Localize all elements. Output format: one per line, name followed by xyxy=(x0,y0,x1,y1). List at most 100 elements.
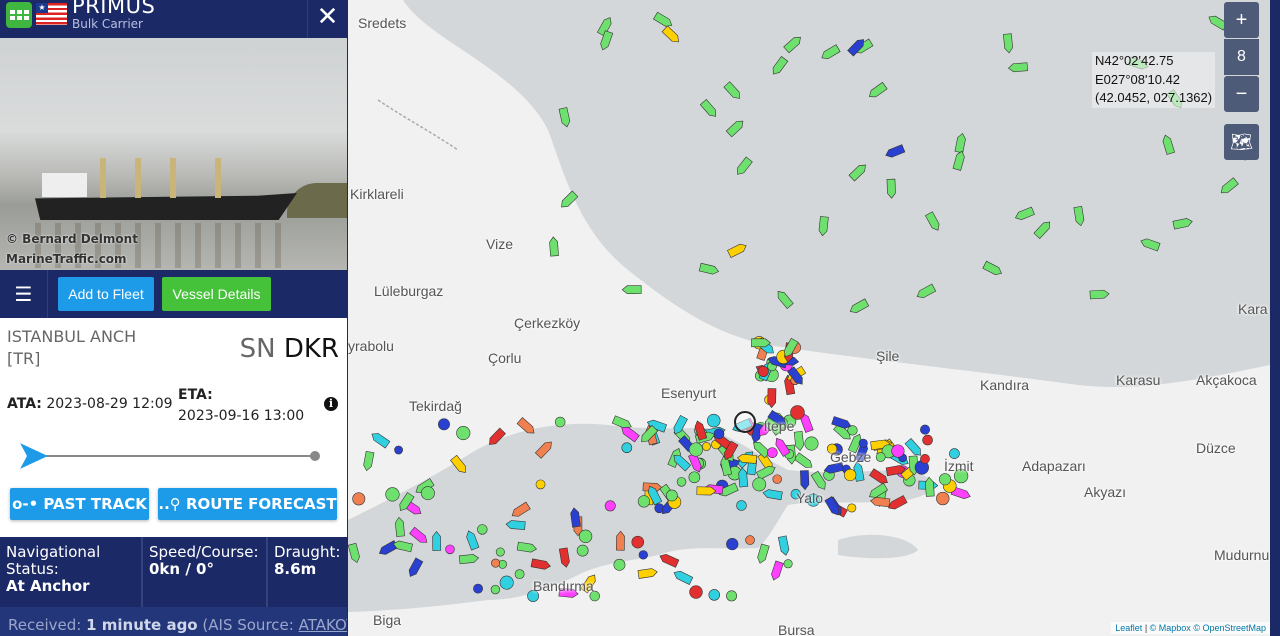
vessel-marker[interactable] xyxy=(858,438,868,448)
vessel-marker[interactable] xyxy=(661,25,681,45)
vessel-marker[interactable] xyxy=(658,552,680,568)
vessel-marker[interactable] xyxy=(530,558,551,570)
vessel-marker[interactable] xyxy=(642,482,663,492)
vessel-marker[interactable] xyxy=(631,535,645,549)
vessel-marker[interactable] xyxy=(554,416,566,428)
vessel-marker[interactable] xyxy=(757,366,769,378)
vessel-marker[interactable] xyxy=(952,150,966,171)
vessel-marker[interactable] xyxy=(407,557,424,579)
vessel-marker[interactable] xyxy=(751,422,764,444)
vessel-marker[interactable] xyxy=(409,526,430,545)
vessel-marker[interactable] xyxy=(420,486,435,501)
vessel-marker[interactable] xyxy=(847,37,867,57)
vessel-marker[interactable] xyxy=(450,454,468,475)
vessel-marker[interactable] xyxy=(639,424,659,444)
vessel-marker[interactable] xyxy=(432,531,442,551)
vessel-marker[interactable] xyxy=(1014,206,1035,222)
vessel-marker[interactable] xyxy=(800,470,810,491)
vessel-marker[interactable] xyxy=(770,560,784,582)
apps-grid-icon[interactable] xyxy=(6,2,32,28)
vessel-marker[interactable] xyxy=(637,495,651,508)
osm-link[interactable]: © OpenStreetMap xyxy=(1193,623,1266,633)
vessel-marker[interactable] xyxy=(671,415,688,436)
vessel-marker[interactable] xyxy=(576,544,589,557)
vessel-marker[interactable] xyxy=(783,34,804,54)
vessel-marker[interactable] xyxy=(534,439,554,459)
add-to-fleet-button[interactable]: Add to Fleet xyxy=(58,277,154,311)
vessel-marker[interactable] xyxy=(348,542,361,564)
vessel-marker[interactable] xyxy=(392,540,413,553)
vessel-marker[interactable] xyxy=(510,501,531,519)
vessel-marker[interactable] xyxy=(707,413,721,428)
vessel-marker[interactable] xyxy=(867,482,889,500)
vessel-marker[interactable] xyxy=(936,491,950,506)
vessel-marker[interactable] xyxy=(848,162,868,182)
vessel-marker[interactable] xyxy=(688,442,703,457)
vessel-marker[interactable] xyxy=(950,486,972,501)
vessel-marker[interactable] xyxy=(487,427,506,447)
vessel-marker[interactable] xyxy=(516,417,537,437)
departure-port[interactable]: ISTANBUL ANCH [TR] xyxy=(7,326,136,370)
vessel-marker[interactable] xyxy=(770,56,789,76)
vessel-marker[interactable] xyxy=(884,144,906,159)
vessel-marker[interactable] xyxy=(465,529,480,551)
vessel-marker[interactable] xyxy=(787,366,806,387)
vessel-marker[interactable] xyxy=(847,433,863,454)
vessel-marker[interactable] xyxy=(370,431,391,449)
vessel-marker[interactable] xyxy=(790,488,801,500)
vessel-marker[interactable] xyxy=(806,493,820,507)
vessel-marker[interactable] xyxy=(558,107,571,128)
vessel-marker[interactable] xyxy=(886,178,896,199)
vessel-marker[interactable] xyxy=(954,132,967,154)
vessel-marker[interactable] xyxy=(1007,62,1028,73)
vessel-marker[interactable] xyxy=(394,445,403,455)
vessel-marker[interactable] xyxy=(869,468,889,486)
hamburger-menu-icon[interactable]: ☰ xyxy=(0,270,48,318)
vessel-marker[interactable] xyxy=(820,44,841,62)
vessel-marker[interactable] xyxy=(653,11,673,29)
vessel-marker[interactable] xyxy=(925,476,935,497)
vessel-marker[interactable] xyxy=(773,436,791,457)
vessel-marker[interactable] xyxy=(1140,237,1161,252)
vessel-marker[interactable] xyxy=(352,492,366,506)
vessel-marker[interactable] xyxy=(848,298,870,315)
vessel-marker[interactable] xyxy=(713,428,725,440)
vessel-marker[interactable] xyxy=(762,489,783,501)
vessel-marker[interactable] xyxy=(847,503,857,513)
vessel-marker[interactable] xyxy=(870,496,891,508)
vessel-marker[interactable] xyxy=(924,211,941,233)
vessel-marker[interactable] xyxy=(589,590,600,602)
vessel-marker[interactable] xyxy=(1219,177,1239,196)
vessel-marker[interactable] xyxy=(1003,33,1013,54)
vessel-marker[interactable] xyxy=(580,573,598,594)
vessel-marker[interactable] xyxy=(1161,134,1175,155)
info-icon[interactable]: i xyxy=(324,397,338,411)
vessel-marker[interactable] xyxy=(397,492,415,513)
vessel-marker[interactable] xyxy=(782,337,799,358)
vessel-marker[interactable] xyxy=(604,500,616,512)
vessel-marker[interactable] xyxy=(665,489,678,502)
vessel-marker[interactable] xyxy=(726,538,739,551)
vessel-marker[interactable] xyxy=(920,454,930,464)
vessel-marker[interactable] xyxy=(723,81,743,101)
vessel-marker[interactable] xyxy=(1073,205,1085,227)
vessel-marker[interactable] xyxy=(810,470,828,491)
past-track-button[interactable]: o-• PAST TRACK xyxy=(10,488,149,520)
vessel-marker[interactable] xyxy=(920,424,930,435)
vessel-marker[interactable] xyxy=(725,118,745,138)
vessel-marker[interactable] xyxy=(982,260,1004,277)
vessel-marker[interactable] xyxy=(613,558,626,571)
vessel-marker[interactable] xyxy=(505,520,526,530)
vessel-marker[interactable] xyxy=(549,236,559,257)
vessel-marker[interactable] xyxy=(922,434,933,446)
vessel-marker[interactable] xyxy=(445,544,455,555)
leaflet-link[interactable]: Leaflet xyxy=(1115,623,1143,633)
vessel-marker[interactable] xyxy=(736,453,758,464)
map[interactable]: Sredets Kirklareli Vize Lüleburgaz Çerkezköy… xyxy=(348,0,1270,636)
vessel-marker[interactable] xyxy=(638,550,648,560)
vessel-marker[interactable] xyxy=(516,541,538,553)
vessel-marker[interactable] xyxy=(570,507,581,528)
vessel-marker[interactable] xyxy=(599,30,614,52)
vessel-marker[interactable] xyxy=(783,559,793,569)
vessel-marker[interactable] xyxy=(766,447,778,458)
